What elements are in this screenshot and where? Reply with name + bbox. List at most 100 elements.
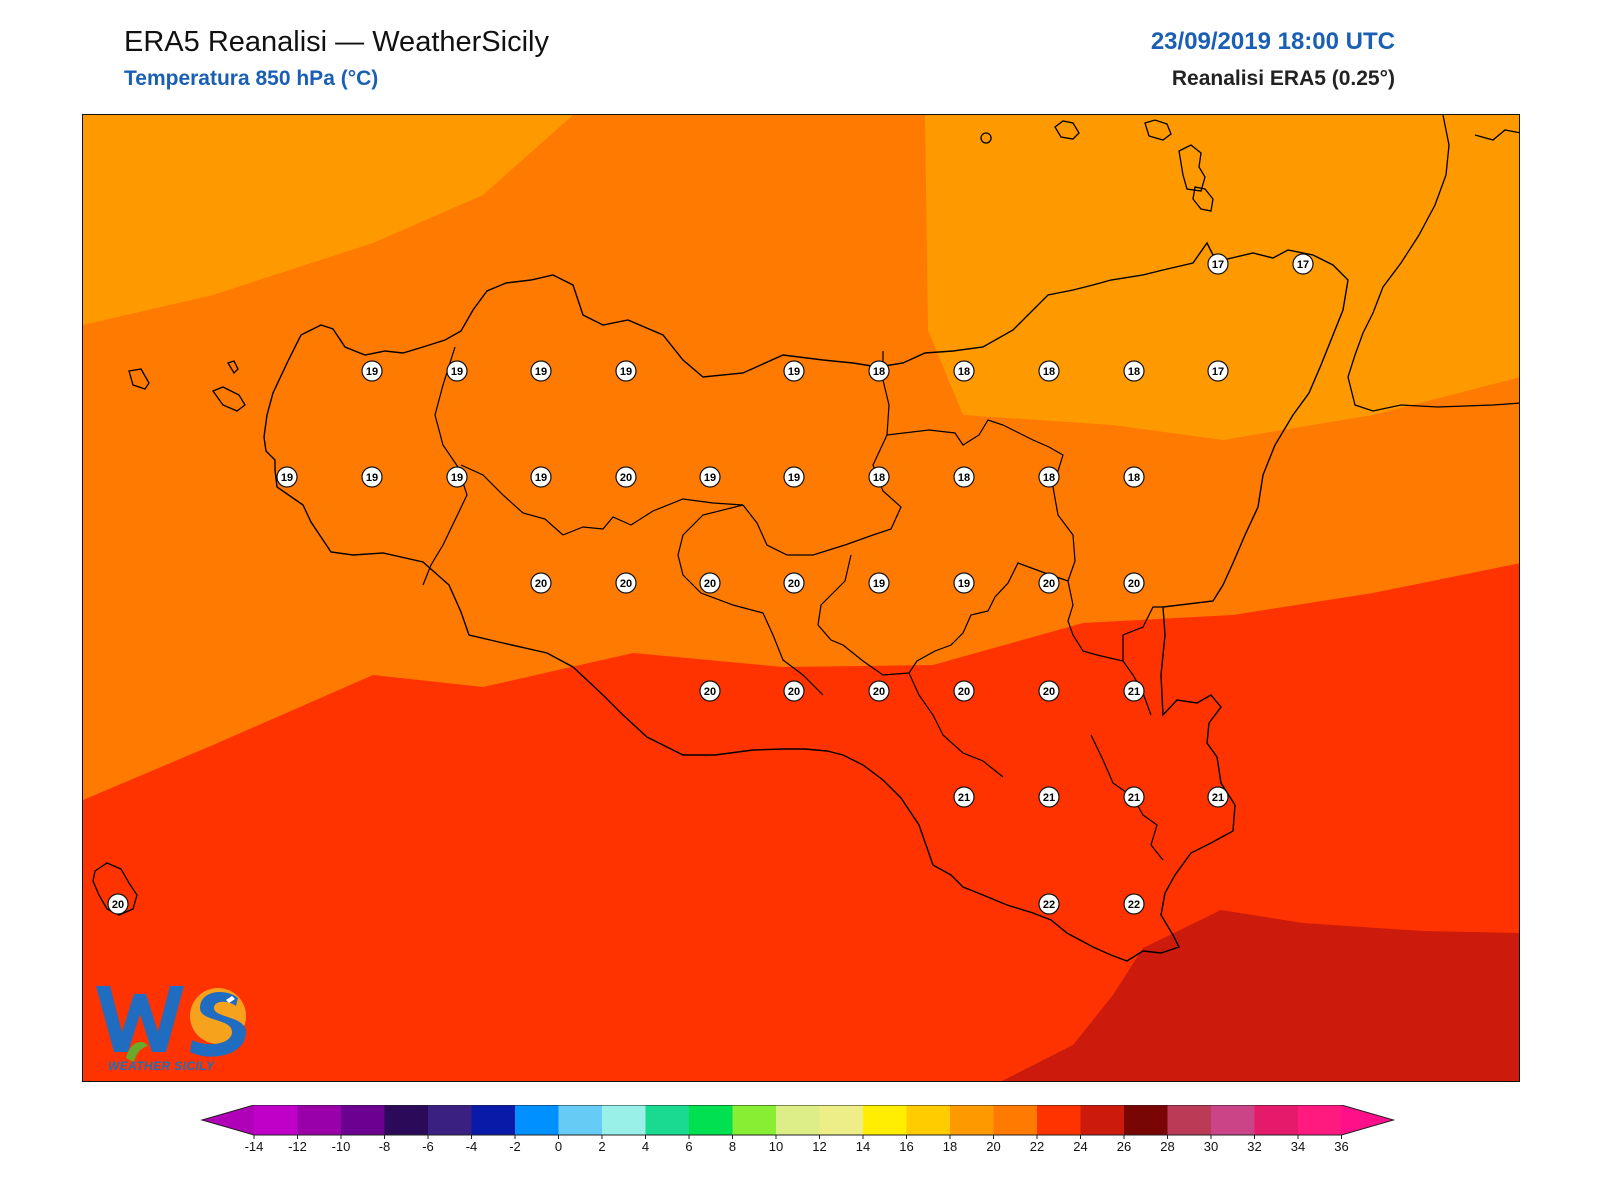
station-value: 19 (620, 366, 632, 378)
station-value: 19 (788, 366, 800, 378)
station-marker: 18 (1038, 466, 1060, 488)
station-marker: 19 (783, 360, 805, 382)
station-value: 19 (535, 472, 547, 484)
station-marker-circle (699, 466, 721, 488)
colorbar-segment (1211, 1105, 1255, 1135)
station-marker-circle (276, 466, 298, 488)
station-marker-circle (615, 572, 637, 594)
station-marker-circle (1038, 466, 1060, 488)
colorbar-tick-label: 22 (1030, 1139, 1044, 1153)
station-marker: 20 (953, 680, 975, 702)
station-value: 20 (1128, 578, 1140, 590)
station-marker: 20 (107, 893, 129, 915)
colorbar-segment (689, 1105, 733, 1135)
station-marker-circle (868, 572, 890, 594)
colorbar-segment (515, 1105, 559, 1135)
station-marker-circle (361, 360, 383, 382)
colorbar-segment (1167, 1105, 1212, 1135)
station-value: 18 (1128, 472, 1140, 484)
station-value: 21 (1128, 686, 1140, 698)
colorbar-segment (1037, 1105, 1081, 1135)
station-marker: 20 (1038, 572, 1060, 594)
station-value: 19 (873, 578, 885, 590)
station-marker-circle (1038, 572, 1060, 594)
colorbar-tick-label: 20 (986, 1139, 1000, 1153)
sicily-coast (263, 241, 1349, 962)
station-marker-circle (953, 360, 975, 382)
station-marker-circle (868, 466, 890, 488)
station-marker: 19 (530, 360, 552, 382)
station-marker: 19 (953, 572, 975, 594)
station-marker: 19 (276, 466, 298, 488)
station-value: 20 (1043, 686, 1055, 698)
station-marker-circle (1123, 360, 1145, 382)
colorbar-segment (1298, 1105, 1342, 1135)
station-value: 18 (958, 472, 970, 484)
station-marker-circle (783, 466, 805, 488)
station-marker-circle (615, 466, 637, 488)
colorbar-tick-label: 10 (769, 1139, 783, 1153)
colorbar-segment (863, 1105, 907, 1135)
station-marker: 19 (446, 466, 468, 488)
colorbar-segment (384, 1105, 429, 1135)
station-marker: 19 (699, 466, 721, 488)
station-value: 20 (873, 686, 885, 698)
logo-text: WEATHER SICILY (108, 1059, 215, 1073)
station-marker: 18 (868, 360, 890, 382)
station-marker: 19 (361, 466, 383, 488)
station-marker-circle (1038, 786, 1060, 808)
colorbar-segment (645, 1105, 690, 1135)
station-value: 18 (873, 472, 885, 484)
station-value: 19 (366, 472, 378, 484)
station-marker: 17 (1207, 253, 1229, 275)
calabria-cape (1474, 129, 1519, 141)
pantelleria-island (92, 862, 138, 916)
colorbar-tick-label: 0 (555, 1139, 562, 1153)
station-marker-circle (1038, 680, 1060, 702)
colorbar-segment (1254, 1105, 1299, 1135)
station-marker: 18 (1123, 360, 1145, 382)
colorbar-segment (819, 1105, 864, 1135)
colorbar-segment (254, 1105, 298, 1135)
colorbar-tick-label: 24 (1073, 1139, 1087, 1153)
station-marker-circle (446, 466, 468, 488)
station-marker-circle (1123, 680, 1145, 702)
colorbar-segment (471, 1105, 516, 1135)
station-value: 20 (958, 686, 970, 698)
colorbar-segment (558, 1105, 603, 1135)
station-value: 20 (704, 578, 716, 590)
station-marker-circle (953, 680, 975, 702)
station-value: 19 (704, 472, 716, 484)
station-marker-circle (361, 466, 383, 488)
colorbar-segment (993, 1105, 1038, 1135)
station-value: 18 (1043, 366, 1055, 378)
colorbar-segment (341, 1105, 385, 1135)
aeolian-islands (980, 119, 1214, 212)
station-marker: 20 (1038, 680, 1060, 702)
station-marker: 19 (783, 466, 805, 488)
station-marker: 19 (361, 360, 383, 382)
station-marker: 20 (783, 680, 805, 702)
station-value: 20 (704, 686, 716, 698)
station-value: 20 (788, 686, 800, 698)
station-marker-circle (699, 572, 721, 594)
colorbar-segment (906, 1105, 951, 1135)
valid-datetime: 23/09/2019 18:00 UTC (1150, 28, 1395, 55)
station-value: 18 (958, 366, 970, 378)
station-marker-circle (1038, 360, 1060, 382)
station-value: 20 (788, 578, 800, 590)
temperature-colorbar: -14 -12 -10 -8 -6 -4 -2 0 2 4 6 8 10 12 14 16 18 20 22 24 26… (200, 1105, 1396, 1153)
station-marker-circle (107, 893, 129, 915)
colorbar-tick-label: -10 (332, 1139, 351, 1153)
calabria-coast (1347, 115, 1519, 412)
station-marker-circle (1123, 572, 1145, 594)
colorbar-tick-label: 36 (1334, 1139, 1348, 1153)
colorbar-tick-label: 18 (943, 1139, 957, 1153)
colorbar-tick-label: -12 (288, 1139, 307, 1153)
colorbar-tick-label: 30 (1204, 1139, 1218, 1153)
station-value: 19 (366, 366, 378, 378)
colorbar-tick-label: -6 (422, 1139, 434, 1153)
station-value: 19 (535, 366, 547, 378)
station-marker: 17 (1207, 360, 1229, 382)
station-value: 17 (1212, 366, 1224, 378)
